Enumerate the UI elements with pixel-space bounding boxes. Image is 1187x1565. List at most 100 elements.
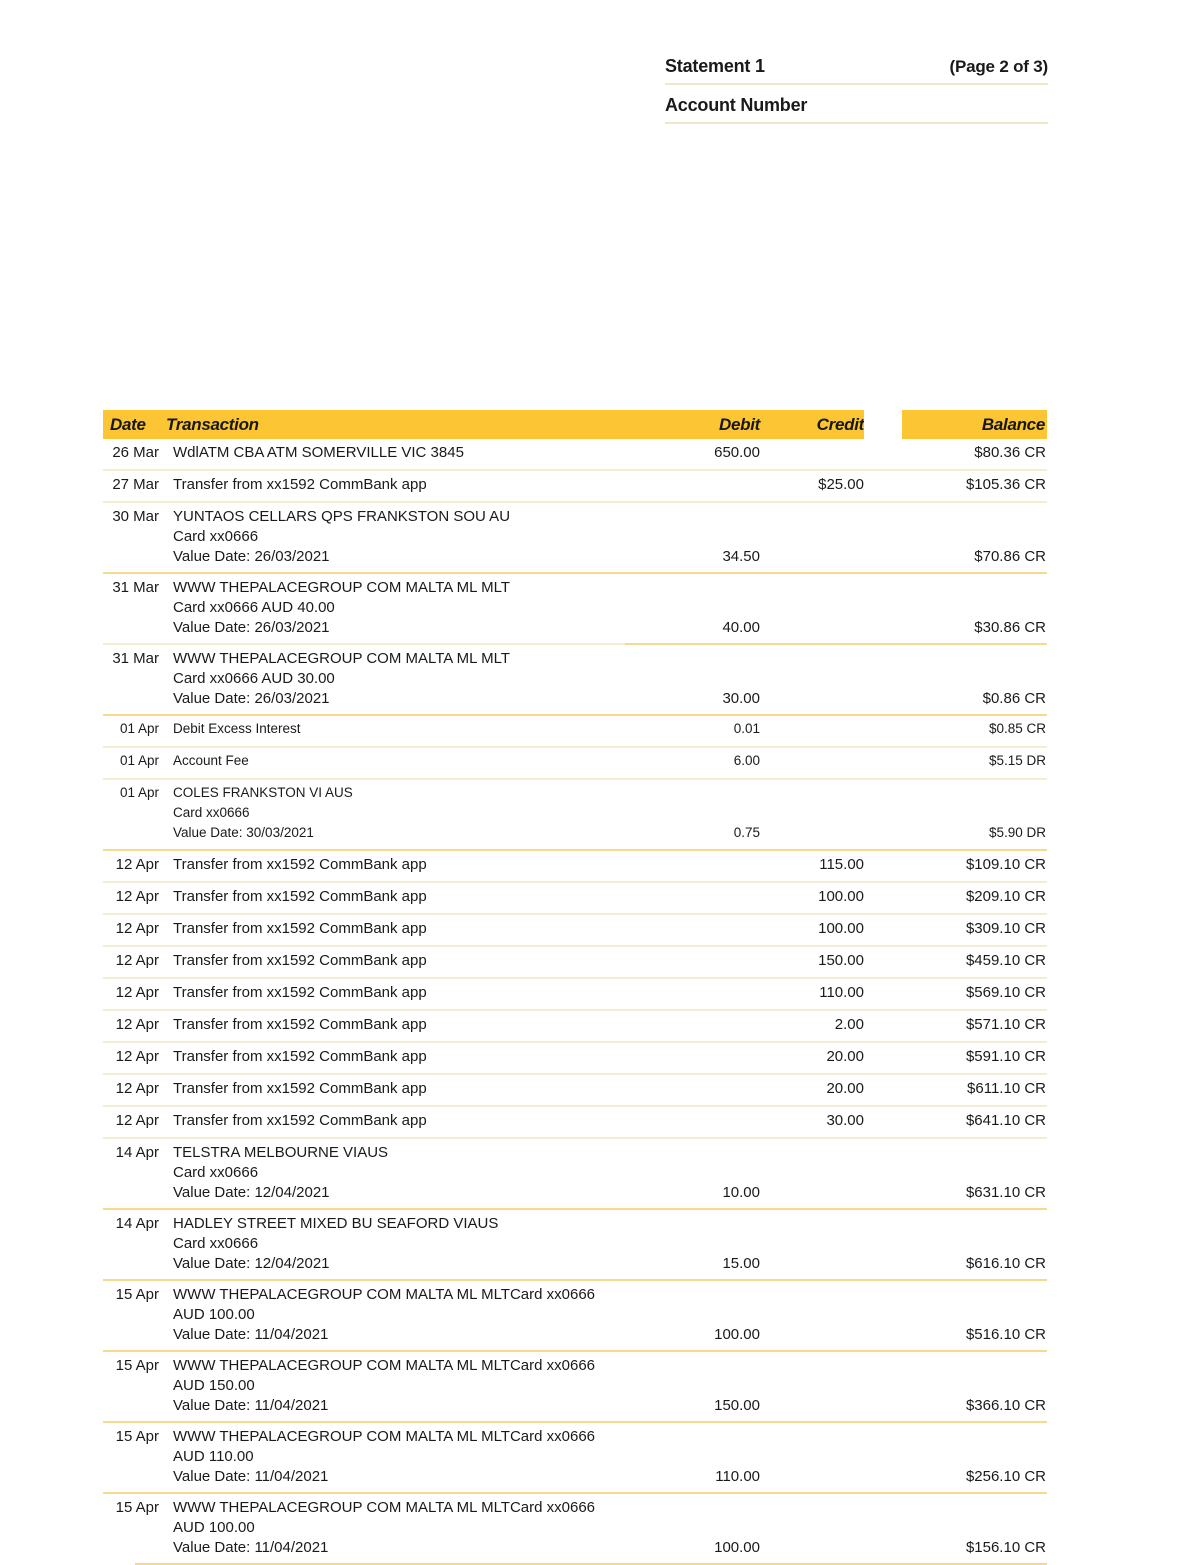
cell-date: 12 Apr	[115, 1112, 159, 1129]
table-row: 12 Apr Transfer from xx1592 CommBank app 2…	[103, 1011, 1047, 1043]
cell-balance: $631.10 CR	[965, 1184, 1046, 1201]
cell-debit: 40.00	[722, 619, 760, 636]
cell-credit: 100.00	[818, 920, 864, 937]
row-line-primary: 15 Apr WWW THEPALACEGROUP COM MALTA ML ML…	[103, 1423, 1047, 1448]
cell-detail-card: AUD 100.00	[173, 1519, 255, 1536]
row-line-detail: Card xx0666	[103, 1235, 1047, 1255]
cell-description: Transfer from xx1592 CommBank app	[173, 1048, 427, 1065]
cell-credit: 115.00	[819, 856, 864, 873]
cell-debit: 150.00	[714, 1397, 760, 1414]
cell-date: 30 Mar	[112, 508, 159, 525]
cell-date: 12 Apr	[115, 1080, 159, 1097]
cell-value-date: Value Date: 12/04/2021	[173, 1255, 330, 1272]
document-header: Statement 1 (Page 2 of 3) Account Number	[665, 56, 1048, 124]
cell-description: Transfer from xx1592 CommBank app	[173, 1016, 427, 1033]
table-row: 15 Apr WWW THEPALACEGROUP COM MALTA ML ML…	[103, 1494, 1047, 1565]
row-line: 12 Apr Transfer from xx1592 CommBank app 2…	[103, 1075, 1047, 1105]
transaction-table: Date Transaction Debit Credit Balance 26…	[103, 410, 1047, 1565]
cell-balance: $571.10 CR	[965, 1016, 1046, 1033]
row-line-primary: 31 Mar WWW THEPALACEGROUP COM MALTA ML ML…	[103, 574, 1047, 599]
cell-date: 14 Apr	[115, 1215, 159, 1232]
cell-balance: $109.10 CR	[965, 856, 1046, 873]
cell-balance: $0.85 CR	[988, 721, 1046, 736]
cell-balance: $5.15 DR	[988, 753, 1046, 768]
table-row: 31 Mar WWW THEPALACEGROUP COM MALTA ML ML…	[103, 574, 1047, 645]
cell-debit: 6.00	[733, 753, 760, 768]
cell-debit: 0.01	[733, 721, 760, 736]
table-row: 12 Apr Transfer from xx1592 CommBank app 2…	[103, 1043, 1047, 1075]
column-header-balance: Balance	[981, 414, 1045, 434]
table-row: 12 Apr Transfer from xx1592 CommBank app 1…	[103, 851, 1047, 883]
cell-value-date: Value Date: 30/03/2021	[173, 825, 314, 840]
cell-balance: $309.10 CR	[965, 920, 1046, 937]
row-line-detail: Card xx0666	[103, 805, 1047, 825]
cell-description: TELSTRA MELBOURNE VIAUS	[173, 1144, 389, 1161]
row-line-detail: Card xx0666	[103, 528, 1047, 548]
row-line-primary: 15 Apr WWW THEPALACEGROUP COM MALTA ML ML…	[103, 1281, 1047, 1306]
table-row: 15 Apr WWW THEPALACEGROUP COM MALTA ML ML…	[103, 1281, 1047, 1352]
table-row: 01 Apr COLES FRANKSTON VI AUS Card xx0666 V…	[103, 780, 1047, 851]
row-line-detail: Card xx0666 AUD 40.00	[103, 599, 1047, 619]
cell-detail-card: Card xx0666	[173, 1164, 259, 1181]
row-line: 12 Apr Transfer from xx1592 CommBank app 1…	[103, 883, 1047, 913]
cell-value-date: Value Date: 26/03/2021	[173, 619, 330, 636]
cell-balance: $616.10 CR	[965, 1255, 1046, 1272]
cell-balance: $611.10 CR	[967, 1080, 1046, 1097]
cell-balance: $641.10 CR	[965, 1112, 1046, 1129]
cell-description: WdlATM CBA ATM SOMERVILLE VIC 3845	[173, 444, 464, 461]
cell-value-date: Value Date: 26/03/2021	[173, 690, 330, 707]
column-header-credit: Credit	[816, 414, 865, 434]
table-row: 14 Apr TELSTRA MELBOURNE VIAUS Card xx0666…	[103, 1139, 1047, 1210]
cell-debit: 10.00	[722, 1184, 760, 1201]
row-line: 12 Apr Transfer from xx1592 CommBank app 2…	[103, 1043, 1047, 1073]
cell-debit: 34.50	[722, 548, 760, 565]
row-line: 01 Apr Account Fee 6.00 $5.15 DR	[103, 748, 1047, 778]
table-row: 15 Apr WWW THEPALACEGROUP COM MALTA ML ML…	[103, 1352, 1047, 1423]
statement-label: Statement 1	[665, 56, 765, 76]
row-line-amounts: Value Date: 26/03/2021 40.00 $30.86 CR	[103, 619, 1047, 643]
cell-description: Debit Excess Interest	[173, 721, 301, 736]
cell-balance: $5.90 DR	[988, 825, 1046, 840]
cell-credit: 110.00	[819, 984, 864, 1001]
cell-description: Transfer from xx1592 CommBank app	[173, 888, 427, 905]
row-line-detail: AUD 100.00	[103, 1306, 1047, 1326]
row-line-detail: Card xx0666 AUD 30.00	[103, 670, 1047, 690]
row-line-amounts: Value Date: 11/04/2021 150.00 $366.10 CR	[103, 1397, 1047, 1421]
header-gap	[864, 410, 902, 439]
cell-detail-card: Card xx0666	[173, 805, 250, 820]
cell-balance: $70.86 CR	[974, 548, 1046, 565]
cell-description: Transfer from xx1592 CommBank app	[173, 984, 427, 1001]
cell-detail-card: AUD 100.00	[173, 1306, 255, 1323]
table-row: 12 Apr Transfer from xx1592 CommBank app 3…	[103, 1107, 1047, 1139]
table-row: 27 Mar Transfer from xx1592 CommBank app $…	[103, 471, 1047, 503]
cell-debit: 0.75	[733, 825, 760, 840]
row-line-amounts: Value Date: 11/04/2021 100.00 $516.10 CR	[103, 1326, 1047, 1350]
row-line-primary: 31 Mar WWW THEPALACEGROUP COM MALTA ML ML…	[103, 645, 1047, 670]
cell-description: WWW THEPALACEGROUP COM MALTA ML MLTCard …	[173, 1357, 596, 1374]
row-line-amounts: Value Date: 30/03/2021 0.75 $5.90 DR	[103, 825, 1047, 849]
cell-date: 31 Mar	[112, 579, 159, 596]
row-line-amounts: Value Date: 26/03/2021 34.50 $70.86 CR	[103, 548, 1047, 572]
table-row: 01 Apr Debit Excess Interest 0.01 $0.85 CR	[103, 716, 1047, 748]
row-line: 12 Apr Transfer from xx1592 CommBank app 3…	[103, 1107, 1047, 1137]
row-line: 12 Apr Transfer from xx1592 CommBank app 1…	[103, 947, 1047, 977]
cell-description: YUNTAOS CELLARS QPS FRANKSTON SOU AU	[173, 508, 511, 525]
row-line-detail: Card xx0666	[103, 1164, 1047, 1184]
cell-value-date: Value Date: 11/04/2021	[173, 1539, 329, 1556]
row-line-detail: AUD 110.00	[103, 1448, 1047, 1468]
cell-balance: $591.10 CR	[965, 1048, 1046, 1065]
cell-balance: $0.86 CR	[982, 690, 1046, 707]
cell-debit: 110.00	[715, 1468, 760, 1485]
row-line: 12 Apr Transfer from xx1592 CommBank app 1…	[103, 915, 1047, 945]
row-line-amounts: Value Date: 26/03/2021 30.00 $0.86 CR	[103, 690, 1047, 714]
table-row: 31 Mar WWW THEPALACEGROUP COM MALTA ML ML…	[103, 645, 1047, 716]
row-line: 01 Apr Debit Excess Interest 0.01 $0.85 CR	[103, 716, 1047, 746]
cell-detail-card: AUD 110.00	[173, 1448, 254, 1465]
cell-balance: $256.10 CR	[965, 1468, 1046, 1485]
cell-date: 15 Apr	[115, 1357, 159, 1374]
cell-description: COLES FRANKSTON VI AUS	[173, 785, 353, 800]
table-row: 12 Apr Transfer from xx1592 CommBank app 1…	[103, 883, 1047, 915]
cell-balance: $459.10 CR	[965, 952, 1046, 969]
cell-description: WWW THEPALACEGROUP COM MALTA ML MLTCard …	[173, 1286, 596, 1303]
cell-description: Transfer from xx1592 CommBank app	[173, 856, 427, 873]
